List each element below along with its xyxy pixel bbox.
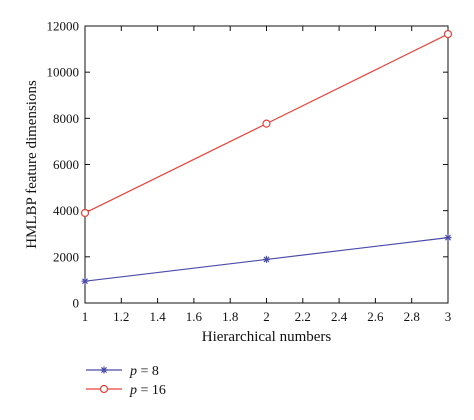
y-tick-label: 10000	[47, 65, 80, 80]
y-tick-label: 12000	[47, 19, 80, 34]
x-tick-label: 2	[263, 309, 270, 324]
y-tick-label: 4000	[53, 203, 79, 218]
legend-label: p = 16	[129, 383, 166, 398]
x-axis-title: Hierarchical numbers	[202, 329, 332, 345]
data-point-series-0	[81, 277, 89, 285]
y-axis-title: HMLBP feature dimensions	[24, 80, 40, 249]
legend-label: p = 8	[129, 364, 159, 379]
legend-item-1: p = 16	[86, 383, 166, 398]
legend-variable: p	[129, 383, 137, 398]
x-tick-label: 2.8	[404, 309, 420, 324]
legend-marker	[99, 384, 109, 394]
y-tick-label: 6000	[53, 157, 79, 172]
x-tick-label: 1	[82, 309, 89, 324]
x-tick-label: 1.2	[113, 309, 129, 324]
x-tick-label: 2.2	[295, 309, 311, 324]
y-tick-label: 0	[73, 296, 80, 311]
x-tick-label: 1.8	[222, 309, 238, 324]
legend-marker	[100, 366, 108, 374]
data-point-series-0	[444, 234, 452, 242]
legend-value: = 16	[137, 383, 166, 398]
data-point-series-1	[80, 208, 90, 218]
x-tick-label: 1.6	[186, 309, 203, 324]
x-tick-label: 3	[445, 309, 452, 324]
data-point-series-0	[263, 255, 270, 263]
legend-variable: p	[129, 364, 137, 379]
y-tick-label: 8000	[53, 111, 79, 126]
x-tick-label: 2.4	[331, 309, 348, 324]
data-point-series-1	[262, 119, 271, 128]
legend-value: = 8	[137, 364, 159, 379]
y-tick-label: 2000	[53, 249, 79, 264]
legend-item-0: p = 8	[86, 364, 159, 379]
x-tick-label: 1.4	[149, 309, 166, 324]
data-point-series-1	[443, 29, 453, 39]
x-tick-label: 2.6	[367, 309, 384, 324]
